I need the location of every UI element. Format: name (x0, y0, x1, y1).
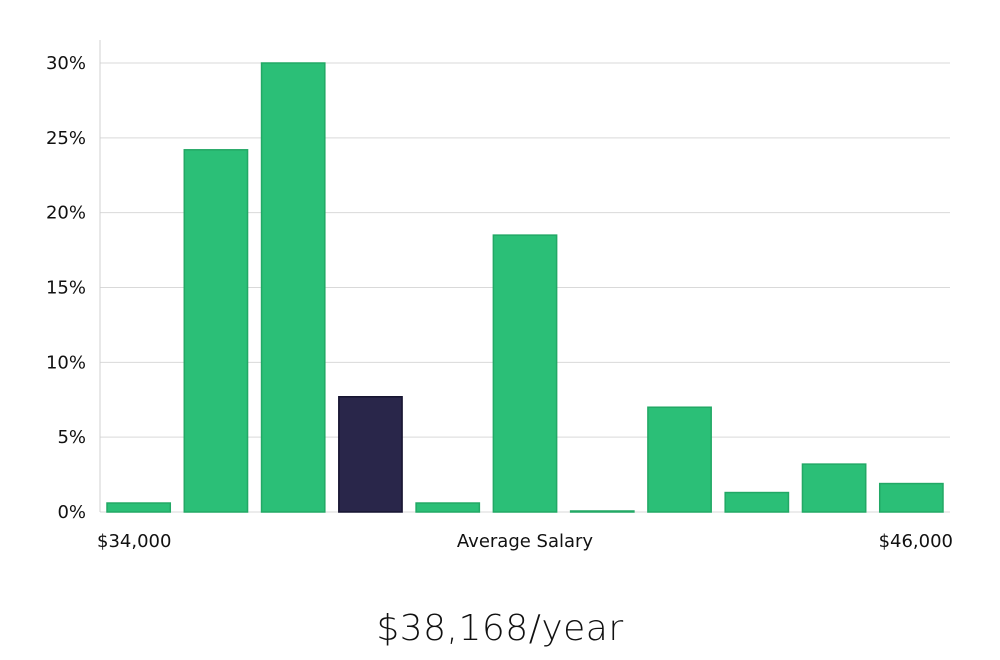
bar (801, 463, 867, 513)
average-salary-value: $38,168/year (376, 608, 624, 649)
bar-highlighted (338, 396, 403, 513)
bar (492, 234, 558, 513)
bar (415, 502, 481, 513)
bar (260, 62, 326, 513)
y-tick-label: 20% (46, 203, 86, 224)
x-axis-max-label: $46,000 (879, 531, 953, 552)
y-tick-label: 30% (46, 53, 86, 74)
y-tick-label: 15% (46, 278, 86, 299)
bar (724, 491, 790, 513)
y-tick-label: 0% (57, 502, 86, 523)
bar (183, 149, 249, 513)
y-tick-label: 25% (46, 128, 86, 149)
bars (106, 62, 944, 513)
bar (647, 406, 712, 513)
x-axis-min-label: $34,000 (97, 531, 171, 552)
y-axis-ticks: 0% 5% 10% 15% 20% 25% 30% (46, 53, 86, 523)
bar (106, 502, 172, 513)
bar (878, 482, 944, 513)
x-axis-title: Average Salary (457, 531, 594, 552)
y-tick-label: 10% (46, 352, 86, 373)
salary-histogram-chart: 0% 5% 10% 15% 20% 25% 30% $34,000 Average Sala… (46, 40, 953, 552)
bar (569, 510, 635, 513)
y-tick-label: 5% (57, 427, 86, 448)
